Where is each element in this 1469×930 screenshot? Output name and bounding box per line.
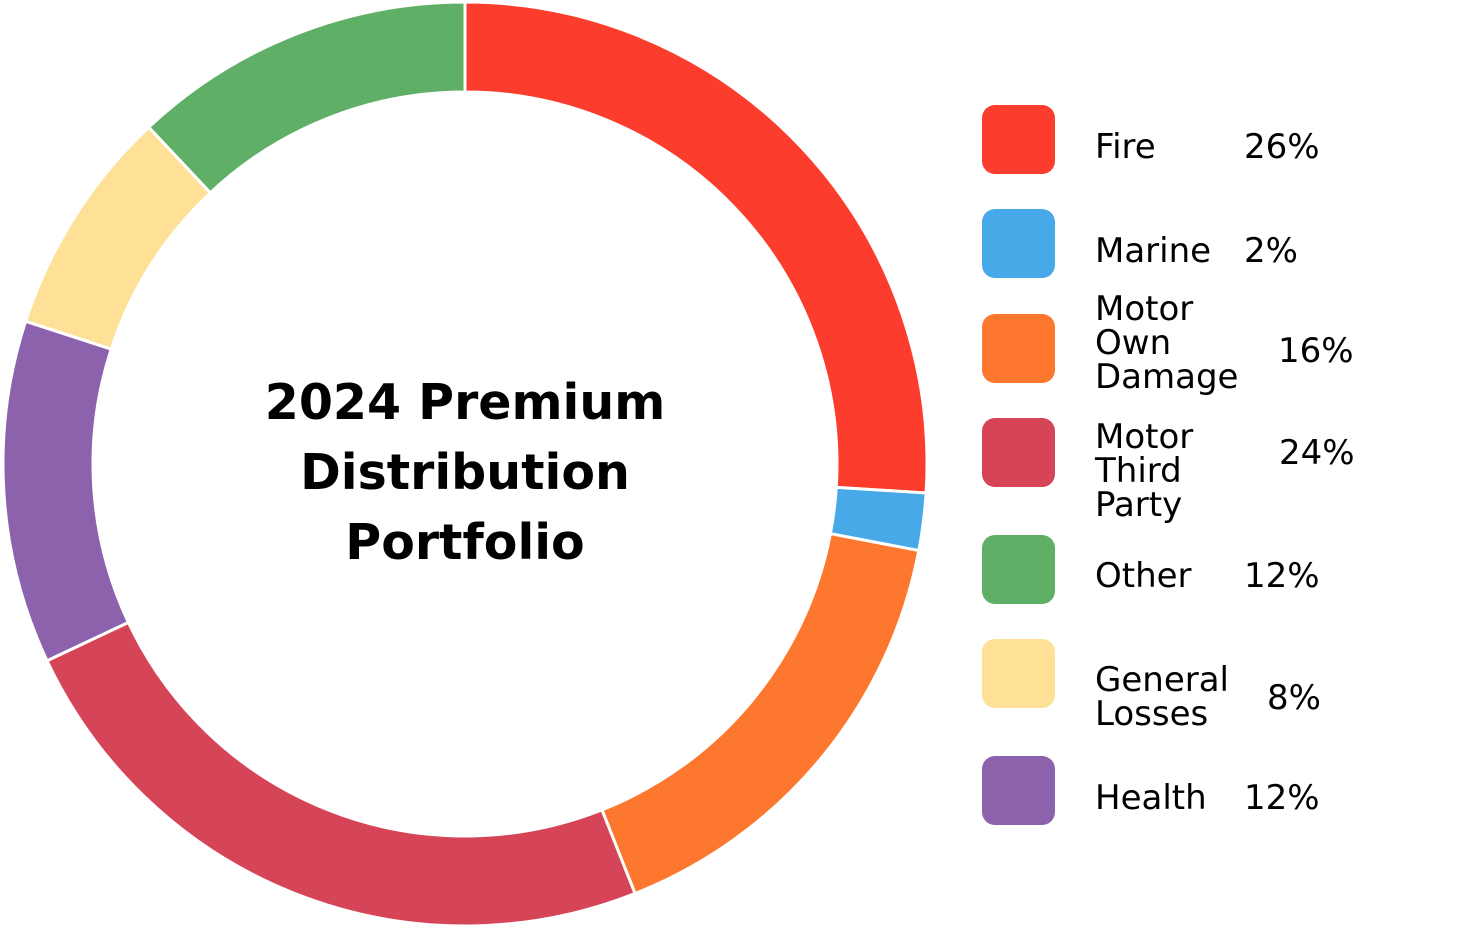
legend-swatch-motor-own-damage: [982, 314, 1055, 383]
slice-fire: [463, 0, 929, 495]
legend-label-motor-own-damage: Motor Own Damage: [1095, 289, 1239, 397]
legend-label-marine: Marine: [1095, 231, 1212, 271]
legend-value-fire: 26%: [1244, 127, 1320, 167]
legend-value-motor-third-party: 24%: [1279, 433, 1355, 473]
legend-swatch-health: [982, 756, 1055, 825]
slice-health: [1, 319, 131, 663]
chart-title-line-1: 2024 Premium: [264, 374, 666, 431]
chart-title-line-3: Portfolio: [345, 514, 585, 571]
donut-chart: [1, 0, 929, 928]
slice-motor-third-party: [44, 620, 638, 928]
chart-title: 2024 Premium Distribution Portfolio: [215, 368, 715, 578]
slice-other: [146, 0, 467, 195]
legend-swatch-other: [982, 535, 1055, 604]
chart-title-line-2: Distribution: [300, 444, 630, 501]
legend-label-motor-third-party: Motor Third Party: [1095, 417, 1194, 525]
legend-label-health: Health: [1095, 778, 1207, 818]
legend-value-motor-own-damage: 16%: [1278, 331, 1354, 371]
legend-swatch-marine: [982, 209, 1055, 278]
legend-label-other: Other: [1095, 556, 1192, 596]
legend-value-health: 12%: [1244, 778, 1320, 818]
legend-value-marine: 2%: [1244, 231, 1298, 271]
legend-value-general-losses: 8%: [1267, 678, 1321, 718]
legend-swatch-general-losses: [982, 639, 1055, 708]
legend-value-other: 12%: [1244, 556, 1320, 596]
legend-swatch-fire: [982, 105, 1055, 174]
slice-motor-own-damage: [599, 531, 921, 896]
legend-label-general-losses: General Losses: [1095, 660, 1229, 734]
legend-swatch-motor-third-party: [982, 418, 1055, 487]
legend-label-fire: Fire: [1095, 127, 1156, 167]
